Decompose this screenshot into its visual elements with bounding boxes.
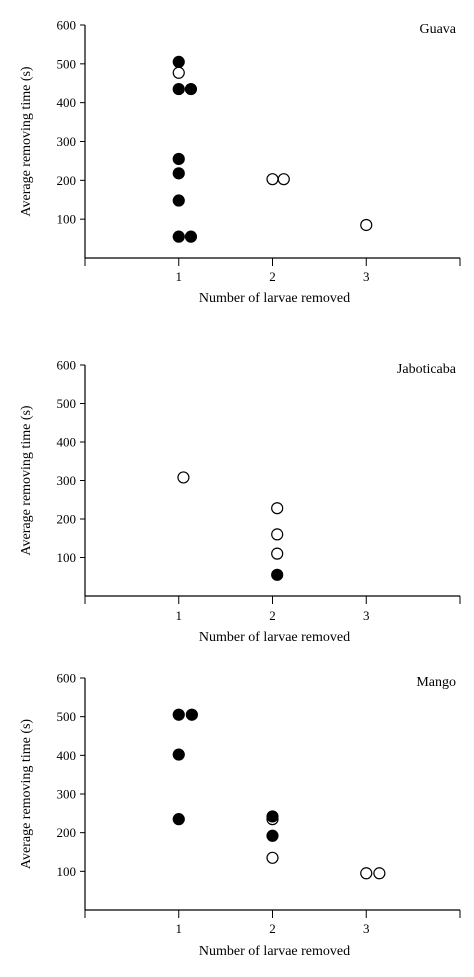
filled-point — [172, 152, 185, 166]
filled-point — [172, 82, 185, 96]
open-point — [277, 173, 290, 186]
y-tick-label: 600 — [57, 18, 77, 33]
y-tick-label: 600 — [57, 671, 77, 686]
y-tick-label: 300 — [57, 134, 77, 149]
x-axis-label: Number of larvae removed — [199, 630, 350, 645]
x-tick-label: 3 — [363, 608, 370, 623]
x-tick-label: 1 — [176, 269, 183, 284]
filled-point — [172, 55, 185, 68]
filled-point — [271, 568, 284, 581]
open-point — [360, 218, 373, 232]
filled-point — [172, 230, 185, 243]
x-tick-label: 2 — [269, 269, 276, 284]
y-tick-label: 400 — [57, 748, 77, 763]
filled-point — [172, 813, 185, 826]
y-axis-label: Average removing time (s) — [19, 66, 34, 217]
open-point — [177, 471, 190, 484]
y-tick-label: 100 — [57, 864, 77, 879]
x-axis-label: Number of larvae removed — [199, 291, 350, 306]
y-tick-label: 300 — [57, 787, 77, 802]
open-point — [373, 867, 386, 880]
y-tick-label: 200 — [57, 173, 77, 188]
open-point — [271, 502, 284, 515]
y-tick-label: 200 — [57, 825, 77, 840]
x-axis-label: Number of larvae removed — [199, 944, 350, 959]
y-tick-label: 400 — [57, 95, 77, 110]
y-tick-label: 400 — [57, 435, 77, 450]
filled-point — [266, 829, 279, 842]
y-tick-label: 100 — [57, 212, 77, 227]
x-tick-label: 3 — [363, 921, 370, 936]
x-tick-label: 1 — [176, 608, 183, 623]
y-tick-label: 500 — [57, 56, 77, 71]
open-point — [360, 867, 373, 880]
panel-title: Jaboticaba — [397, 362, 457, 377]
filled-point — [172, 748, 185, 761]
filled-point — [185, 708, 198, 721]
y-tick-label: 600 — [57, 358, 77, 373]
y-tick-label: 200 — [57, 512, 77, 527]
open-point — [266, 173, 279, 186]
x-tick-label: 3 — [363, 269, 370, 284]
chart-panel-1: 100 200 300 400 500 600 1 2 3 Number of larvae re… — [19, 358, 461, 645]
y-tick-label: 500 — [57, 709, 77, 724]
panel-title: Guava — [419, 22, 456, 37]
y-tick-label: 300 — [57, 473, 77, 488]
open-point — [271, 528, 284, 541]
y-axis-label: Average removing time (s) — [19, 405, 34, 556]
y-tick-label: 100 — [57, 550, 77, 565]
x-tick-label: 2 — [269, 921, 276, 936]
y-tick-label: 500 — [57, 396, 77, 411]
chart-panel-0: 100 200 300 400 500 600 1 2 3 Number of larvae re… — [19, 18, 461, 306]
panel-title: Mango — [416, 675, 456, 690]
x-tick-label: 1 — [176, 921, 183, 936]
filled-point — [184, 230, 198, 243]
open-point — [172, 66, 185, 79]
filled-point — [172, 708, 185, 721]
open-point — [266, 851, 279, 864]
x-tick-label: 2 — [269, 608, 276, 623]
open-point — [271, 547, 284, 560]
y-axis-label: Average removing time (s) — [19, 719, 34, 870]
filled-point — [172, 194, 185, 207]
filled-point — [266, 810, 279, 823]
filled-point — [184, 82, 198, 96]
chart-panel-2: 100 200 300 400 500 600 1 2 3 Number of larvae re… — [19, 671, 461, 959]
filled-point — [172, 167, 185, 180]
